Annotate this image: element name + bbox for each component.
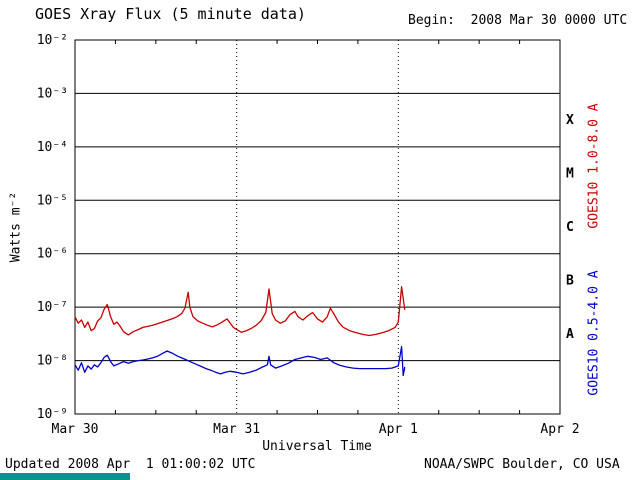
y-tick-label: 10⁻² — [37, 33, 68, 48]
flare-class-label: X — [566, 113, 574, 128]
bottom-bar-fragment — [0, 473, 130, 480]
flare-class-label: A — [566, 327, 574, 342]
y-tick-label: 10⁻⁵ — [37, 193, 68, 208]
y-tick-label: 10⁻⁸ — [37, 354, 68, 369]
begin-timestamp: Begin: 2008 Mar 30 0000 UTC — [408, 13, 628, 28]
y-tick-label: 10⁻³ — [37, 86, 68, 101]
y-tick-label: 10⁻⁴ — [37, 140, 68, 155]
y-tick-label: 10⁻⁶ — [37, 247, 68, 262]
y-tick-label: 10⁻⁷ — [37, 300, 68, 315]
flare-class-label: B — [566, 273, 574, 288]
y-tick-label: 10⁻⁹ — [37, 407, 68, 422]
flare-class-label: M — [566, 167, 574, 182]
flare-class-label: C — [566, 220, 574, 235]
x-tick-label: Apr 1 — [379, 422, 418, 437]
series-long-xray — [74, 286, 406, 337]
page-title: GOES Xray Flux (5 minute data) — [35, 5, 306, 23]
x-tick-label: Mar 31 — [213, 422, 260, 437]
x-tick-label: Apr 2 — [540, 422, 579, 437]
plot-border — [74, 39, 561, 415]
credit-label: NOAA/SWPC Boulder, CO USA — [424, 457, 620, 472]
x-axis-title: Universal Time — [262, 439, 372, 454]
x-tick-label: Mar 30 — [52, 422, 99, 437]
updated-timestamp: Updated 2008 Apr 1 01:00:02 UTC — [5, 457, 256, 472]
series-short-xray — [74, 346, 406, 377]
